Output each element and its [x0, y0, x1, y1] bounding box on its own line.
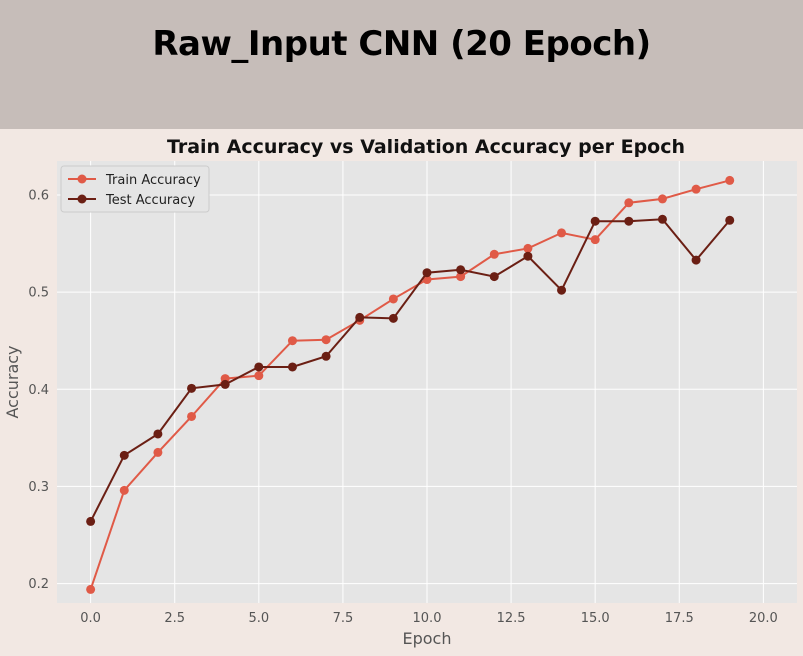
x-tick-label: 5.0 [248, 611, 269, 626]
train-accuracy-point [624, 198, 634, 208]
x-tick-label: 2.5 [164, 611, 185, 626]
x-tick-label: 17.5 [665, 611, 694, 626]
y-tick-labels: 0.2 0.3 0.4 0.5 0.6 [28, 189, 49, 593]
line-chart: Train Accuracy vs Validation Accuracy pe… [3, 136, 797, 648]
legend-box [60, 165, 210, 213]
y-axis-label: Accuracy [3, 345, 22, 418]
x-tick-labels: 0.0 2.5 5.0 7.5 10.0 12.5 15.0 17.5 20.0 [80, 611, 778, 626]
train-accuracy-point [254, 371, 264, 381]
test-accuracy-point [254, 362, 264, 372]
y-tick-label: 0.6 [28, 189, 49, 204]
gridlines [57, 161, 797, 603]
y-tick-label: 0.4 [28, 383, 49, 398]
test-accuracy-point [86, 516, 96, 526]
test-accuracy-point [725, 215, 735, 225]
x-tick-label: 0.0 [80, 611, 101, 626]
banner-title: Raw_Input CNN (20 Epoch) [152, 24, 651, 64]
train-accuracy-point [388, 294, 398, 304]
legend-test-label: Test Accuracy [105, 193, 195, 208]
legend-test-marker [77, 194, 87, 204]
test-accuracy-point [590, 216, 600, 226]
train-accuracy-point [657, 194, 667, 204]
train-accuracy-point [725, 175, 735, 185]
train-accuracy-point [590, 235, 600, 245]
test-accuracy-point [422, 268, 432, 278]
x-tick-label: 12.5 [497, 611, 526, 626]
train-accuracy-point [119, 485, 129, 495]
train-accuracy-line [89, 179, 730, 590]
train-accuracy-point [321, 335, 331, 345]
train-accuracy-point [86, 584, 96, 594]
test-accuracy-point [523, 251, 533, 261]
test-accuracy-point [153, 429, 163, 439]
test-accuracy-point [321, 351, 331, 361]
x-tick-label: 20.0 [749, 611, 778, 626]
x-tick-label: 10.0 [413, 611, 442, 626]
test-accuracy-point [456, 265, 466, 275]
test-accuracy-point [355, 312, 365, 322]
train-accuracy-point [187, 411, 197, 421]
test-accuracy-point [220, 379, 230, 389]
test-accuracy-point [691, 255, 701, 265]
test-accuracy-point [187, 383, 197, 393]
test-accuracy-point [388, 313, 398, 323]
y-tick-label: 0.2 [28, 577, 49, 592]
legend-train-marker [77, 174, 87, 184]
test-accuracy-line [89, 218, 731, 522]
test-accuracy-point [287, 362, 297, 372]
x-tick-label: 7.5 [333, 611, 354, 626]
train-accuracy-point [557, 228, 567, 238]
chart-area: Train Accuracy vs Validation Accuracy pe… [0, 129, 803, 656]
train-accuracy-point [489, 249, 499, 259]
series-group [86, 175, 735, 594]
legend-train-label: Train Accuracy [105, 173, 201, 188]
test-accuracy-point [489, 272, 499, 282]
test-accuracy-point [557, 285, 567, 295]
y-tick-label: 0.5 [28, 286, 49, 301]
chart-title: Train Accuracy vs Validation Accuracy pe… [167, 136, 685, 158]
test-accuracy-point [119, 450, 129, 460]
x-tick-label: 15.0 [581, 611, 610, 626]
y-tick-label: 0.3 [28, 480, 49, 495]
legend: Train Accuracy Test Accuracy [60, 165, 210, 213]
train-accuracy-point [456, 272, 466, 282]
test-accuracy-point [624, 216, 634, 226]
train-accuracy-point [153, 447, 163, 457]
x-axis-label: Epoch [403, 629, 452, 648]
banner: Raw_Input CNN (20 Epoch) [0, 0, 803, 129]
train-accuracy-point [287, 336, 297, 346]
train-accuracy-point [691, 184, 701, 194]
test-accuracy-point [657, 214, 667, 224]
train-accuracy-point [523, 243, 533, 253]
